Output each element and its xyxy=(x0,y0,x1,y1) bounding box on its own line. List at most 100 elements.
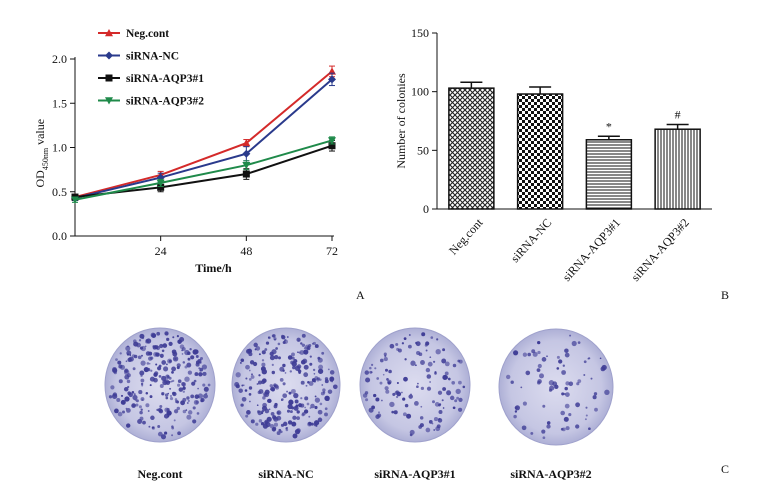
colony xyxy=(365,398,369,402)
colony xyxy=(307,421,312,427)
colony xyxy=(274,354,279,360)
colony xyxy=(525,370,531,376)
legend-entry: siRNA-AQP3#1 xyxy=(98,73,204,85)
colony xyxy=(391,410,395,414)
colony xyxy=(239,361,242,364)
colony xyxy=(139,333,145,339)
legend-entry: Neg.cont xyxy=(98,28,169,40)
colony xyxy=(317,409,323,415)
colony xyxy=(454,399,458,403)
colony xyxy=(135,399,139,403)
y-tick-label: 0.0 xyxy=(52,229,67,243)
colony xyxy=(139,370,145,376)
colony xyxy=(282,421,288,427)
colony xyxy=(442,387,447,391)
colony xyxy=(452,363,457,368)
colony xyxy=(164,431,168,435)
colony xyxy=(320,391,325,396)
colony xyxy=(308,344,312,348)
colony xyxy=(417,382,419,385)
series-line xyxy=(74,78,333,199)
colony xyxy=(118,379,123,384)
colony xyxy=(195,360,201,365)
colony xyxy=(125,360,128,363)
colony xyxy=(375,414,380,419)
colony xyxy=(193,399,199,405)
colony xyxy=(117,411,123,417)
colony xyxy=(292,433,298,439)
colony xyxy=(271,427,277,432)
colony xyxy=(187,399,190,402)
colony xyxy=(182,397,187,402)
colony xyxy=(150,332,156,338)
colony xyxy=(269,384,274,388)
colony xyxy=(176,363,181,368)
colony xyxy=(425,341,430,346)
colony xyxy=(537,363,542,369)
colony xyxy=(546,424,551,429)
colony xyxy=(419,416,424,420)
colony xyxy=(152,345,157,350)
colony xyxy=(185,409,188,411)
colony xyxy=(324,412,328,417)
colony xyxy=(271,370,276,375)
colony xyxy=(148,362,151,365)
colony xyxy=(282,369,285,372)
y-axis-label: OD450nm value xyxy=(33,119,50,188)
colony xyxy=(537,340,541,345)
colony xyxy=(134,399,137,402)
legend-entry: siRNA-AQP3#2 xyxy=(98,96,204,108)
colony xyxy=(111,393,118,399)
colony xyxy=(304,406,306,409)
colony xyxy=(176,335,179,338)
colony xyxy=(168,380,171,383)
colony xyxy=(279,378,284,382)
colony xyxy=(434,372,437,375)
colony xyxy=(583,374,586,376)
colony xyxy=(392,392,396,396)
colony xyxy=(164,393,169,397)
colony xyxy=(140,408,143,411)
colony xyxy=(298,403,303,408)
colony xyxy=(410,360,416,366)
bar-chart-panel-b: 0 50 100 150 Number of colonies Neg.cont siRNA… xyxy=(394,26,712,284)
colony xyxy=(162,343,168,348)
colony xyxy=(433,429,436,431)
bar xyxy=(516,93,564,210)
colony xyxy=(286,390,289,393)
colony xyxy=(131,354,136,358)
colony xyxy=(556,367,560,370)
x-tick-label: 24 xyxy=(155,244,167,258)
colony xyxy=(262,392,268,397)
colony xyxy=(160,434,167,440)
colony xyxy=(415,364,417,367)
x-tick-label: 48 xyxy=(240,244,252,258)
colony xyxy=(304,396,309,401)
colony xyxy=(276,431,281,436)
colony xyxy=(158,375,162,378)
colony xyxy=(261,378,267,384)
panel-label-a: A xyxy=(356,288,365,302)
colony xyxy=(577,341,581,344)
colony xyxy=(287,420,293,425)
colony xyxy=(300,397,303,400)
colony xyxy=(278,356,281,360)
colony xyxy=(184,376,190,382)
colony xyxy=(314,376,319,380)
colony xyxy=(241,396,247,402)
colony xyxy=(327,368,330,371)
colony xyxy=(177,379,182,383)
colony xyxy=(444,371,449,376)
colony xyxy=(166,337,170,342)
colony xyxy=(420,360,425,365)
colony xyxy=(292,415,297,420)
colony xyxy=(284,372,287,374)
x-tick-label: siRNA-AQP3#1 xyxy=(560,216,623,284)
colony xyxy=(303,372,309,378)
colony xyxy=(181,349,184,352)
colony xyxy=(248,393,252,396)
colony xyxy=(261,369,267,375)
colony xyxy=(419,423,424,428)
colony xyxy=(295,360,298,362)
colony xyxy=(449,395,455,401)
